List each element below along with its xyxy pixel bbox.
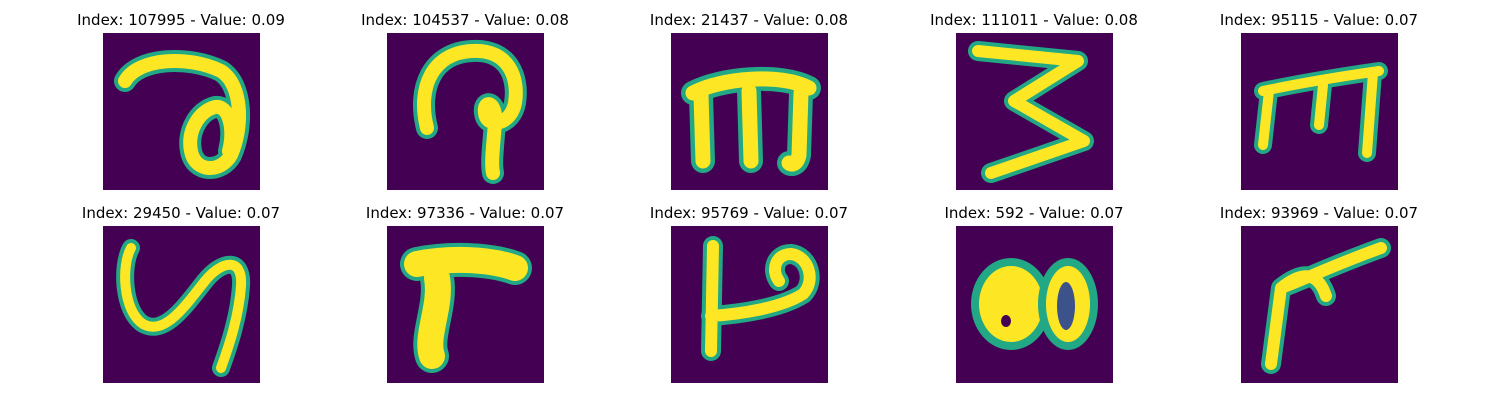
glyph-hook-p xyxy=(413,39,527,184)
digit-image xyxy=(671,226,828,383)
panel-5: Index: 95115 - Value: 0.07 xyxy=(1209,11,1429,191)
panel-title: Index: 95115 - Value: 0.07 xyxy=(1219,11,1419,29)
panel-1: Index: 107995 - Value: 0.09 xyxy=(71,11,291,191)
digit-image xyxy=(956,33,1113,190)
panel-4: Index: 111011 - Value: 0.08 xyxy=(924,11,1144,191)
panel-title: Index: 29450 - Value: 0.07 xyxy=(81,204,281,222)
panel-2: Index: 104537 - Value: 0.08 xyxy=(355,11,575,191)
panel-10: Index: 93969 - Value: 0.07 xyxy=(1209,204,1429,384)
digit-image xyxy=(671,33,828,190)
digit-image xyxy=(387,33,544,190)
panel-9: Index: 592 - Value: 0.07 xyxy=(924,204,1144,384)
panel-title: Index: 107995 - Value: 0.09 xyxy=(77,11,285,29)
glyph-double-o xyxy=(971,258,1098,350)
digit-image xyxy=(956,226,1113,383)
digit-image xyxy=(1241,33,1398,190)
glyph-y-curve xyxy=(116,239,251,377)
digit-image xyxy=(103,33,260,190)
glyph-m xyxy=(681,66,821,176)
glyph-m-thin xyxy=(1254,62,1388,162)
glyph-curl-o xyxy=(114,50,250,179)
panel-6: Index: 29450 - Value: 0.07 xyxy=(71,204,291,384)
glyph-h-loop xyxy=(701,236,820,361)
digit-image xyxy=(1241,226,1398,383)
glyph-r-bold xyxy=(400,242,532,373)
panel-title: Index: 95769 - Value: 0.07 xyxy=(649,204,849,222)
panel-title: Index: 97336 - Value: 0.07 xyxy=(365,204,565,222)
panel-title: Index: 592 - Value: 0.07 xyxy=(944,204,1124,222)
panel-title: Index: 111011 - Value: 0.08 xyxy=(930,11,1138,29)
glyph-zigzag-3 xyxy=(968,41,1094,183)
panel-title: Index: 93969 - Value: 0.07 xyxy=(1219,204,1419,222)
panel-title: Index: 104537 - Value: 0.08 xyxy=(361,11,569,29)
panel-3: Index: 21437 - Value: 0.08 xyxy=(639,11,859,191)
panel-8: Index: 95769 - Value: 0.07 xyxy=(639,204,859,384)
digit-image xyxy=(387,226,544,383)
panel-title: Index: 21437 - Value: 0.08 xyxy=(649,11,849,29)
glyph-r-diagonal xyxy=(1261,238,1391,374)
panel-7: Index: 97336 - Value: 0.07 xyxy=(355,204,575,384)
digit-image xyxy=(103,226,260,383)
